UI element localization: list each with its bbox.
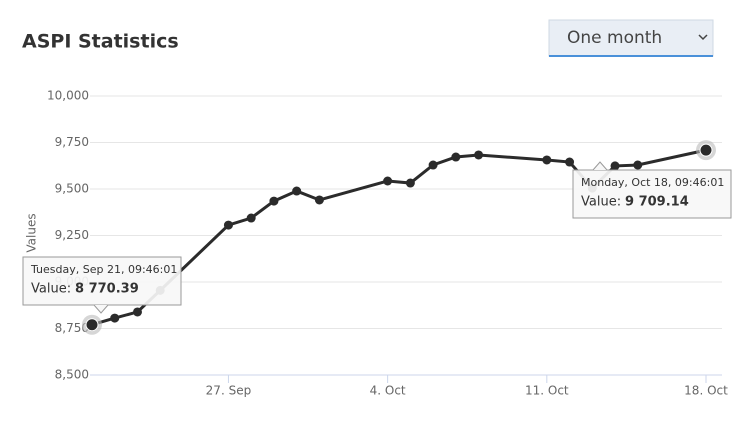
select-box[interactable] (548, 19, 714, 57)
tooltip-prefix: Value: (581, 195, 621, 210)
x-tick-label: 11. Oct (525, 384, 569, 398)
point (428, 160, 438, 170)
x-tick-label: 27. Sep (206, 384, 252, 398)
y-tick-label: 9,500 (55, 182, 89, 196)
y-tick-label: 8,750 (55, 321, 89, 335)
chart-title: ASPI Statistics (22, 31, 179, 53)
point (292, 186, 302, 196)
tooltip-prefix: Value: (31, 282, 71, 297)
tooltip-arrow (93, 304, 109, 314)
x-tick-label: 18. Oct (684, 384, 728, 398)
point (246, 213, 256, 223)
point (474, 150, 484, 160)
tooltip-value: 9 709.14 (625, 195, 689, 210)
point (132, 307, 142, 317)
point (565, 157, 575, 167)
select-text[interactable]: One month (567, 28, 662, 48)
x-tick-label: 4. Oct (370, 384, 406, 398)
point (85, 318, 99, 332)
tooltip-date: Tuesday, Sep 21, 09:46:01 (30, 263, 177, 276)
point (610, 161, 620, 171)
y-tick-label: 9,750 (55, 135, 89, 149)
point (405, 178, 415, 188)
point (699, 143, 713, 157)
period-select[interactable]: One month (548, 19, 714, 57)
point (542, 155, 552, 165)
y-axis-title: Values (25, 213, 39, 252)
point (314, 195, 324, 205)
tooltip-value: 8 770.39 (75, 282, 139, 297)
tooltip-box (572, 169, 732, 219)
point (451, 152, 461, 162)
tooltip-arrow (592, 161, 608, 171)
point (269, 196, 279, 206)
y-tick-label: 8,500 (55, 368, 89, 382)
point (110, 313, 120, 323)
point (383, 176, 393, 186)
point (223, 220, 233, 230)
tooltip-date: Monday, Oct 18, 09:46:01 (581, 176, 724, 189)
point (633, 160, 643, 170)
y-tick-label: 9,250 (55, 228, 89, 242)
select-caret (698, 34, 708, 41)
y-tick-label: 10,000 (47, 89, 89, 103)
